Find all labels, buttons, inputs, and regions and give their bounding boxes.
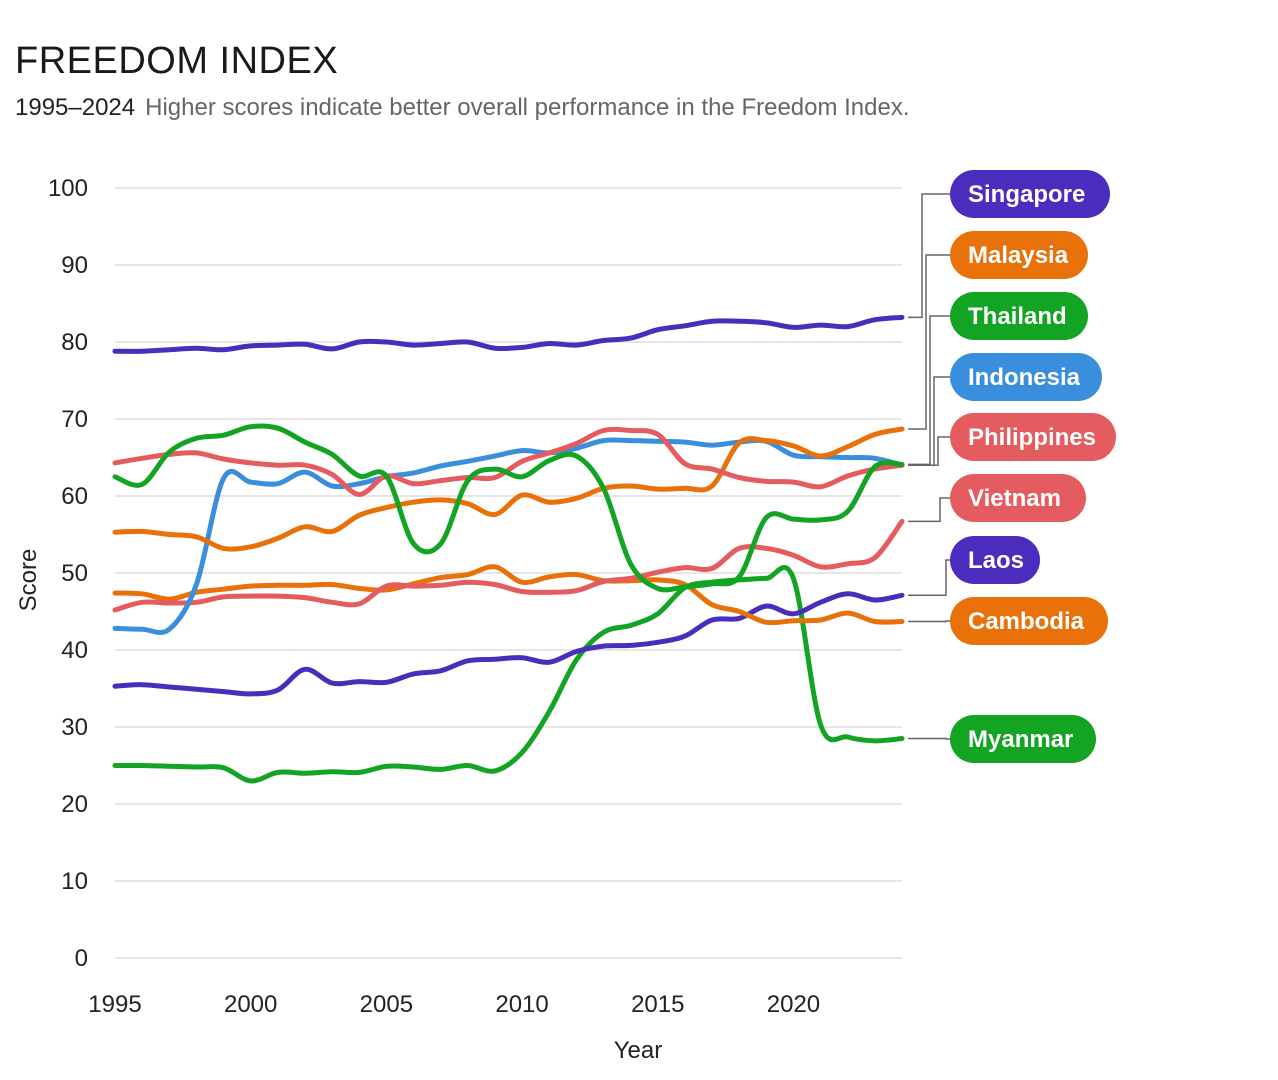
y-tick-label: 30 bbox=[61, 714, 88, 741]
y-tick-label: 100 bbox=[48, 175, 88, 202]
series-label-vietnam: Vietnam bbox=[950, 474, 1086, 522]
subtitle-range: 1995–2024 bbox=[15, 94, 136, 121]
connector-vietnam bbox=[908, 497, 950, 523]
connector-indonesia bbox=[908, 376, 950, 466]
label-pill bbox=[950, 536, 1040, 584]
label-pill bbox=[950, 292, 1088, 340]
label-text: Laos bbox=[968, 547, 1024, 574]
label-text: Singapore bbox=[968, 181, 1085, 208]
series-label-malaysia: Malaysia bbox=[950, 231, 1088, 279]
y-tick-label: 40 bbox=[61, 637, 88, 664]
gridlines bbox=[115, 187, 902, 959]
series-labels: Singapore Malaysia Thailand Indonesia Philip… bbox=[950, 170, 1116, 763]
series-label-indonesia: Indonesia bbox=[950, 353, 1102, 401]
series-line-vietnam bbox=[112, 518, 905, 613]
connector-philippines bbox=[908, 436, 950, 466]
series-line-philippines bbox=[112, 426, 905, 498]
label-pill bbox=[950, 231, 1088, 279]
series-label-thailand: Thailand bbox=[950, 292, 1088, 340]
connector-laos bbox=[908, 559, 950, 597]
label-text: Philippines bbox=[968, 424, 1096, 451]
y-axis-ticks: 0 10 20 30 40 50 60 70 80 90 100 bbox=[48, 175, 88, 972]
x-tick-label: 2005 bbox=[360, 991, 413, 1018]
y-tick-label: 90 bbox=[61, 252, 88, 279]
x-tick-label: 2010 bbox=[495, 991, 548, 1018]
chart-title: FREEDOM INDEX bbox=[15, 40, 339, 82]
x-tick-label: 2000 bbox=[224, 991, 277, 1018]
series-label-laos: Laos bbox=[950, 536, 1040, 584]
label-text: Myanmar bbox=[968, 726, 1073, 753]
label-pill bbox=[950, 715, 1096, 763]
connector-thailand bbox=[908, 315, 950, 466]
y-tick-label: 80 bbox=[61, 329, 88, 356]
y-tick-label: 0 bbox=[75, 945, 88, 972]
connector-singapore bbox=[908, 193, 950, 319]
label-text: Thailand bbox=[968, 303, 1067, 330]
label-pill bbox=[950, 353, 1102, 401]
series-label-cambodia: Cambodia bbox=[950, 597, 1108, 645]
series-line-thailand bbox=[112, 423, 905, 593]
y-tick-label: 20 bbox=[61, 791, 88, 818]
series-line-cambodia bbox=[112, 564, 905, 626]
x-tick-label: 2020 bbox=[767, 991, 820, 1018]
label-pill bbox=[950, 597, 1108, 645]
series-line-myanmar bbox=[112, 565, 905, 784]
x-axis-ticks: 1995 2000 2005 2010 2015 2020 bbox=[88, 991, 820, 1018]
series-label-singapore: Singapore bbox=[950, 170, 1110, 218]
connector-malaysia bbox=[908, 254, 950, 430]
y-axis-label: Score bbox=[15, 549, 42, 612]
label-text: Indonesia bbox=[968, 364, 1081, 391]
label-pill bbox=[950, 474, 1086, 522]
label-text: Cambodia bbox=[968, 608, 1085, 635]
label-connectors bbox=[908, 193, 950, 740]
chart-subtitle: 1995–2024 Higher scores indicate better o… bbox=[15, 94, 910, 122]
series-label-philippines: Philippines bbox=[950, 413, 1116, 461]
y-tick-label: 50 bbox=[61, 560, 88, 587]
label-text: Malaysia bbox=[968, 242, 1069, 269]
x-tick-label: 1995 bbox=[88, 991, 141, 1018]
x-tick-label: 2015 bbox=[631, 991, 684, 1018]
y-tick-label: 10 bbox=[61, 868, 88, 895]
series-label-myanmar: Myanmar bbox=[950, 715, 1096, 763]
x-axis-label: Year bbox=[614, 1037, 663, 1064]
label-pill bbox=[950, 413, 1116, 461]
series-line-malaysia bbox=[112, 426, 905, 552]
series-lines bbox=[112, 314, 905, 784]
subtitle-description: Higher scores indicate better overall pe… bbox=[145, 94, 910, 121]
label-text: Vietnam bbox=[968, 485, 1061, 512]
series-line-singapore bbox=[112, 314, 905, 354]
connector-cambodia bbox=[908, 620, 950, 623]
connector-myanmar bbox=[908, 737, 950, 740]
y-tick-label: 60 bbox=[61, 483, 88, 510]
label-pill bbox=[950, 170, 1110, 218]
series-line-laos bbox=[112, 591, 905, 697]
y-tick-label: 70 bbox=[61, 406, 88, 433]
